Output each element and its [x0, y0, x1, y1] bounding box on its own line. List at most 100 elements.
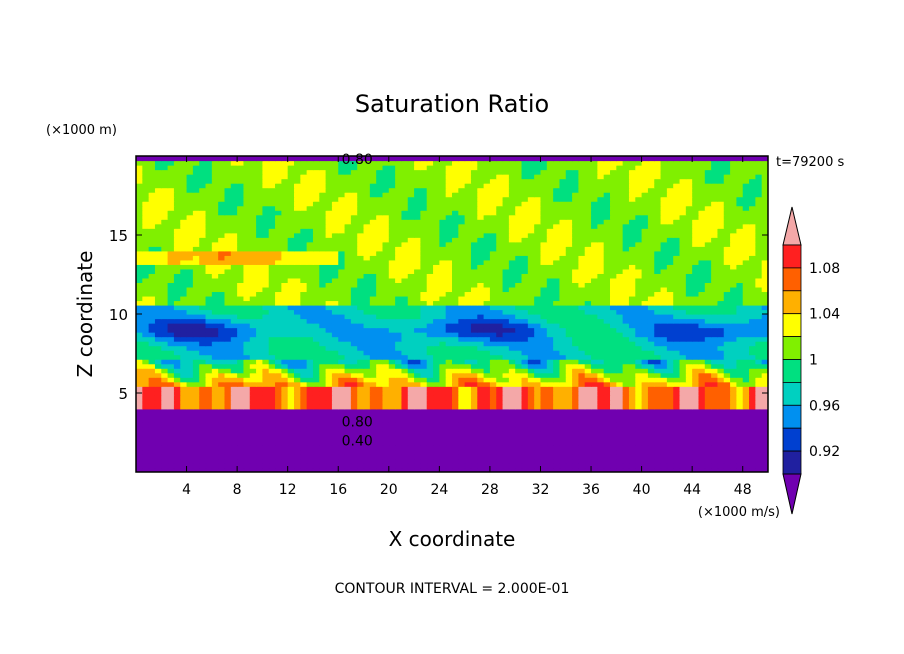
- heatmap-cell: [584, 359, 592, 365]
- heatmap-cell: [161, 327, 169, 333]
- heatmap-cell: [578, 413, 586, 419]
- heatmap-cell: [300, 359, 308, 365]
- heatmap-cell: [647, 318, 655, 324]
- heatmap-cell: [344, 264, 352, 270]
- heatmap-cell: [698, 435, 706, 441]
- heatmap-cell: [628, 336, 636, 342]
- heatmap-cell: [452, 268, 459, 274]
- heatmap-cell: [211, 282, 219, 288]
- heatmap-cell: [382, 359, 390, 365]
- heatmap-cell: [306, 332, 314, 338]
- heatmap-cell: [281, 345, 289, 351]
- heatmap-cell: [761, 399, 768, 405]
- heatmap-cell: [521, 314, 529, 320]
- heatmap-cell: [610, 336, 617, 342]
- heatmap-cell: [458, 264, 466, 270]
- heatmap-cell: [717, 417, 725, 423]
- heatmap-cell: [660, 300, 668, 306]
- heatmap-cell: [369, 295, 377, 302]
- heatmap-cell: [534, 255, 542, 261]
- heatmap-cell: [407, 444, 415, 451]
- heatmap-cell: [464, 314, 472, 320]
- heatmap-cell: [654, 395, 662, 401]
- heatmap-cell: [749, 318, 756, 324]
- heatmap-cell: [666, 318, 674, 324]
- heatmap-cell: [420, 250, 428, 256]
- heatmap-cell: [433, 282, 440, 288]
- heatmap-cell: [483, 363, 491, 369]
- heatmap-cell: [161, 440, 169, 446]
- heatmap-cell: [192, 390, 200, 396]
- heatmap-cell: [230, 336, 238, 342]
- heatmap-cell: [489, 404, 497, 410]
- heatmap-cell: [376, 431, 384, 437]
- heatmap-cell: [527, 462, 535, 469]
- heatmap-cell: [136, 309, 143, 315]
- heatmap-cell: [666, 381, 674, 387]
- heatmap-cell: [268, 444, 276, 451]
- heatmap-cell: [180, 462, 188, 469]
- heatmap-cell: [761, 413, 768, 419]
- heatmap-cell: [717, 314, 725, 320]
- heatmap-cell: [572, 314, 579, 320]
- heatmap-cell: [426, 291, 434, 297]
- heatmap-cell: [470, 268, 478, 274]
- heatmap-cell: [540, 408, 548, 414]
- heatmap-cell: [180, 395, 188, 401]
- heatmap-cell: [755, 277, 763, 283]
- heatmap-cell: [553, 300, 561, 306]
- heatmap-cell: [723, 350, 731, 356]
- heatmap-cell: [142, 462, 150, 469]
- heatmap-cell: [230, 291, 238, 297]
- heatmap-cell: [698, 390, 706, 396]
- heatmap-cell: [401, 259, 409, 265]
- heatmap-cell: [300, 295, 308, 302]
- heatmap-cell: [312, 449, 320, 455]
- heatmap-cell: [730, 255, 737, 261]
- heatmap-cell: [262, 273, 270, 279]
- heatmap-cell: [420, 404, 428, 410]
- heatmap-cell: [281, 440, 289, 446]
- heatmap-cell: [414, 449, 421, 455]
- heatmap-cell: [420, 453, 428, 460]
- heatmap-cell: [572, 318, 579, 324]
- heatmap-cell: [363, 250, 371, 256]
- heatmap-cell: [414, 323, 421, 329]
- heatmap-cell: [635, 408, 643, 414]
- heatmap-cell: [464, 395, 472, 401]
- heatmap-cell: [578, 381, 586, 387]
- heatmap-cell: [730, 458, 737, 464]
- heatmap-cell: [483, 422, 491, 428]
- heatmap-cell: [230, 359, 238, 365]
- heatmap-cell: [173, 273, 181, 279]
- heatmap-cell: [540, 318, 548, 324]
- heatmap-cell: [243, 413, 251, 419]
- heatmap-cell: [458, 359, 466, 365]
- heatmap-cell: [161, 426, 169, 432]
- heatmap-cell: [559, 341, 567, 347]
- heatmap-cell: [723, 431, 731, 437]
- heatmap-cell: [546, 404, 554, 410]
- heatmap-cell: [515, 422, 523, 428]
- heatmap-cell: [483, 467, 491, 472]
- heatmap-cell: [357, 255, 365, 261]
- heatmap-cell: [540, 458, 548, 464]
- heatmap-cell: [597, 282, 605, 288]
- heatmap-cell: [635, 359, 643, 365]
- heatmap-cell: [154, 282, 162, 288]
- heatmap-cell: [572, 295, 579, 302]
- heatmap-cell: [692, 390, 700, 396]
- heatmap-cell: [622, 273, 630, 279]
- heatmap-cell: [224, 268, 232, 274]
- heatmap-cell: [161, 318, 169, 324]
- heatmap-cell: [388, 458, 396, 464]
- heatmap-cell: [534, 359, 542, 365]
- heatmap-cell: [262, 395, 270, 401]
- heatmap-cell: [559, 467, 567, 472]
- heatmap-cell: [382, 341, 390, 347]
- heatmap-cell: [262, 259, 270, 265]
- heatmap-cell: [685, 444, 693, 451]
- heatmap-cell: [262, 282, 270, 288]
- heatmap-cell: [401, 363, 409, 369]
- heatmap-cell: [331, 273, 339, 279]
